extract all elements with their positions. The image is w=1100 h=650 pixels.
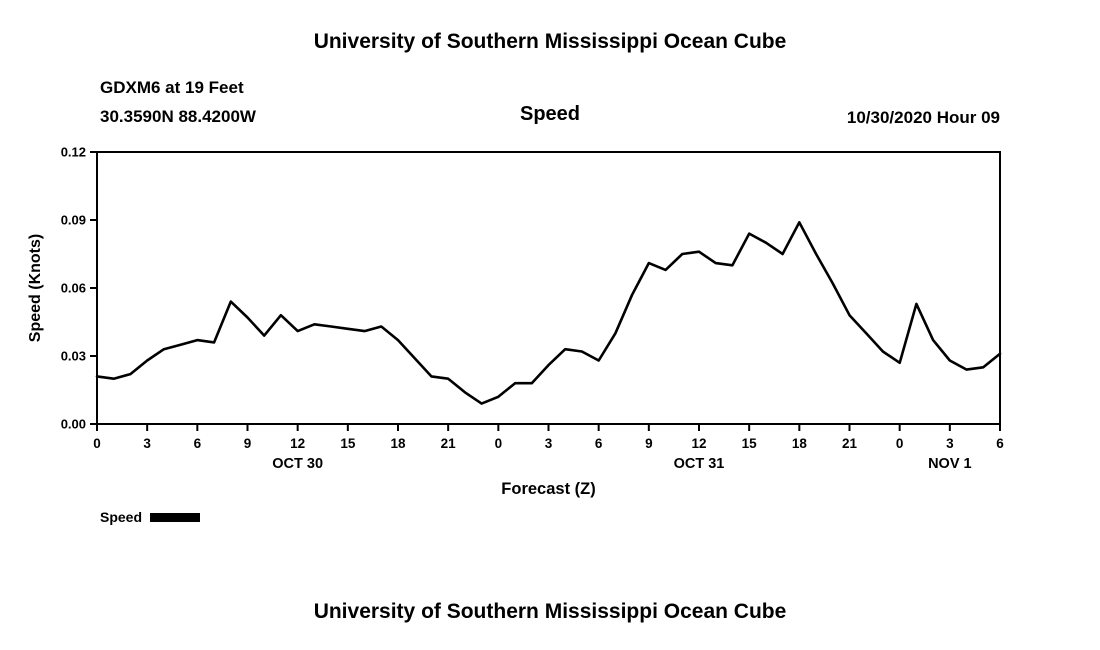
x-tick-label: 15 bbox=[340, 436, 356, 451]
x-tick-label: 6 bbox=[996, 436, 1004, 451]
page-title: University of Southern Mississippi Ocean… bbox=[313, 30, 787, 53]
x-axis-title: Forecast (Z) bbox=[501, 480, 595, 498]
x-tick-label: 9 bbox=[645, 436, 653, 451]
x-axis: 0 3 6 9 12 15 18 21 0 3 6 9 12 15 18 21 0 3 6 OCT 30 OCT 31 N… bbox=[93, 424, 1004, 498]
y-axis-title: Speed (Knots) bbox=[27, 234, 44, 342]
chart-legend: Speed bbox=[100, 509, 201, 525]
x-tick-label: 6 bbox=[194, 436, 202, 451]
chart-title: Speed bbox=[519, 103, 581, 125]
x-tick-label: 21 bbox=[441, 436, 457, 451]
x-tick-label: 18 bbox=[390, 436, 406, 451]
x-tick-label: 3 bbox=[545, 436, 553, 451]
x-date-label: OCT 30 bbox=[272, 456, 323, 472]
x-date-label: OCT 31 bbox=[674, 456, 725, 472]
x-tick-label: 0 bbox=[896, 436, 904, 451]
station-label: GDXM6 at 19 Feet bbox=[100, 78, 244, 97]
x-date-label: NOV 1 bbox=[928, 456, 972, 472]
x-tick-label: 6 bbox=[595, 436, 603, 451]
y-tick-label: 0.00 bbox=[61, 417, 86, 432]
legend-line-swatch bbox=[150, 512, 201, 522]
x-tick-label: 12 bbox=[290, 436, 305, 451]
x-tick-label: 9 bbox=[244, 436, 252, 451]
speed-series-line bbox=[95, 221, 1002, 405]
forecast-datetime-label: 10/30/2020 Hour 09 bbox=[846, 108, 1000, 127]
x-tick-label: 12 bbox=[691, 436, 706, 451]
x-tick-label: 21 bbox=[842, 436, 858, 451]
x-tick-label: 15 bbox=[742, 436, 758, 451]
legend-label: Speed bbox=[100, 509, 143, 525]
speed-line-chart: 0 3 6 9 12 15 18 21 0 3 6 9 12 15 18 21 0 3 6 OCT 30 OCT 31 N… bbox=[27, 145, 1004, 499]
coordinates-label: 30.3590N 88.4200W bbox=[100, 107, 256, 126]
y-tick-label: 0.09 bbox=[61, 213, 86, 228]
plot-border bbox=[96, 151, 1001, 425]
y-tick-label: 0.06 bbox=[61, 281, 86, 296]
y-tick-label: 0.03 bbox=[61, 349, 86, 364]
x-tick-label: 3 bbox=[143, 436, 151, 451]
y-axis: 0.00 0.03 0.06 0.09 0.12 Speed (Knots) bbox=[27, 145, 97, 432]
x-tick-label: 0 bbox=[495, 436, 503, 451]
x-tick-label: 0 bbox=[93, 436, 101, 451]
x-tick-label: 3 bbox=[946, 436, 954, 451]
data-line-group bbox=[95, 221, 1002, 405]
y-tick-label: 0.12 bbox=[61, 145, 86, 160]
page-footer-title: University of Southern Mississippi Ocean… bbox=[313, 600, 787, 623]
x-tick-label: 18 bbox=[792, 436, 808, 451]
